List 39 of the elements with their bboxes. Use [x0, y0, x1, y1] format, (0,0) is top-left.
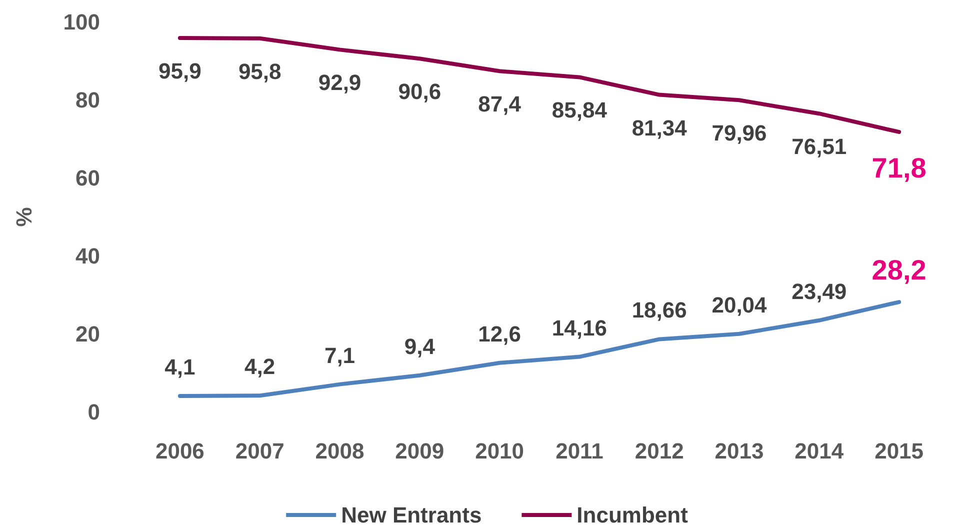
data-label: 4,1 — [164, 354, 196, 380]
data-label: 95,8 — [238, 58, 282, 84]
data-label: 4,2 — [244, 354, 276, 380]
data-label: 23,49 — [792, 278, 847, 304]
y-tick-label: 40 — [76, 244, 100, 268]
x-tick-label: 2007 — [235, 438, 284, 464]
data-label: 76,51 — [792, 134, 847, 160]
data-label: 28,2 — [872, 254, 926, 286]
y-tick-label: 20 — [76, 322, 100, 346]
data-label: 71,8 — [872, 152, 926, 184]
x-tick-label: 2012 — [634, 438, 684, 464]
x-tick-label: 2014 — [794, 438, 844, 464]
data-label: 20,04 — [712, 292, 768, 318]
data-label: 90,6 — [398, 79, 442, 104]
y-tick-label: 0 — [88, 400, 100, 424]
data-label: 14,16 — [552, 315, 607, 340]
data-label: 12,6 — [478, 321, 521, 346]
x-tick-label: 2008 — [315, 438, 364, 464]
data-label: 18,66 — [632, 298, 687, 323]
data-label: 7,1 — [324, 342, 356, 368]
y-tick-label: 100 — [63, 10, 100, 34]
x-tick-label: 2013 — [714, 438, 764, 464]
x-tick-label: 2011 — [556, 438, 604, 464]
data-label: 79,96 — [712, 120, 767, 146]
data-label: 87,4 — [478, 92, 522, 117]
x-tick-label: 2009 — [395, 438, 444, 464]
legend-label: Incumbent — [576, 502, 689, 528]
data-label: 85,84 — [552, 98, 608, 123]
legend-label: New Entrants — [341, 502, 482, 528]
data-label: 92,9 — [318, 70, 362, 96]
x-tick-label: 2006 — [155, 438, 204, 464]
y-tick-label: 60 — [76, 166, 100, 190]
y-tick-label: 80 — [76, 88, 100, 112]
x-tick-label: 2015 — [874, 438, 924, 464]
data-label: 81,34 — [632, 115, 688, 140]
data-label: 95,9 — [158, 58, 202, 84]
y-axis-title: % — [12, 207, 36, 227]
x-tick-label: 2010 — [475, 438, 524, 464]
data-label: 9,4 — [404, 334, 436, 359]
